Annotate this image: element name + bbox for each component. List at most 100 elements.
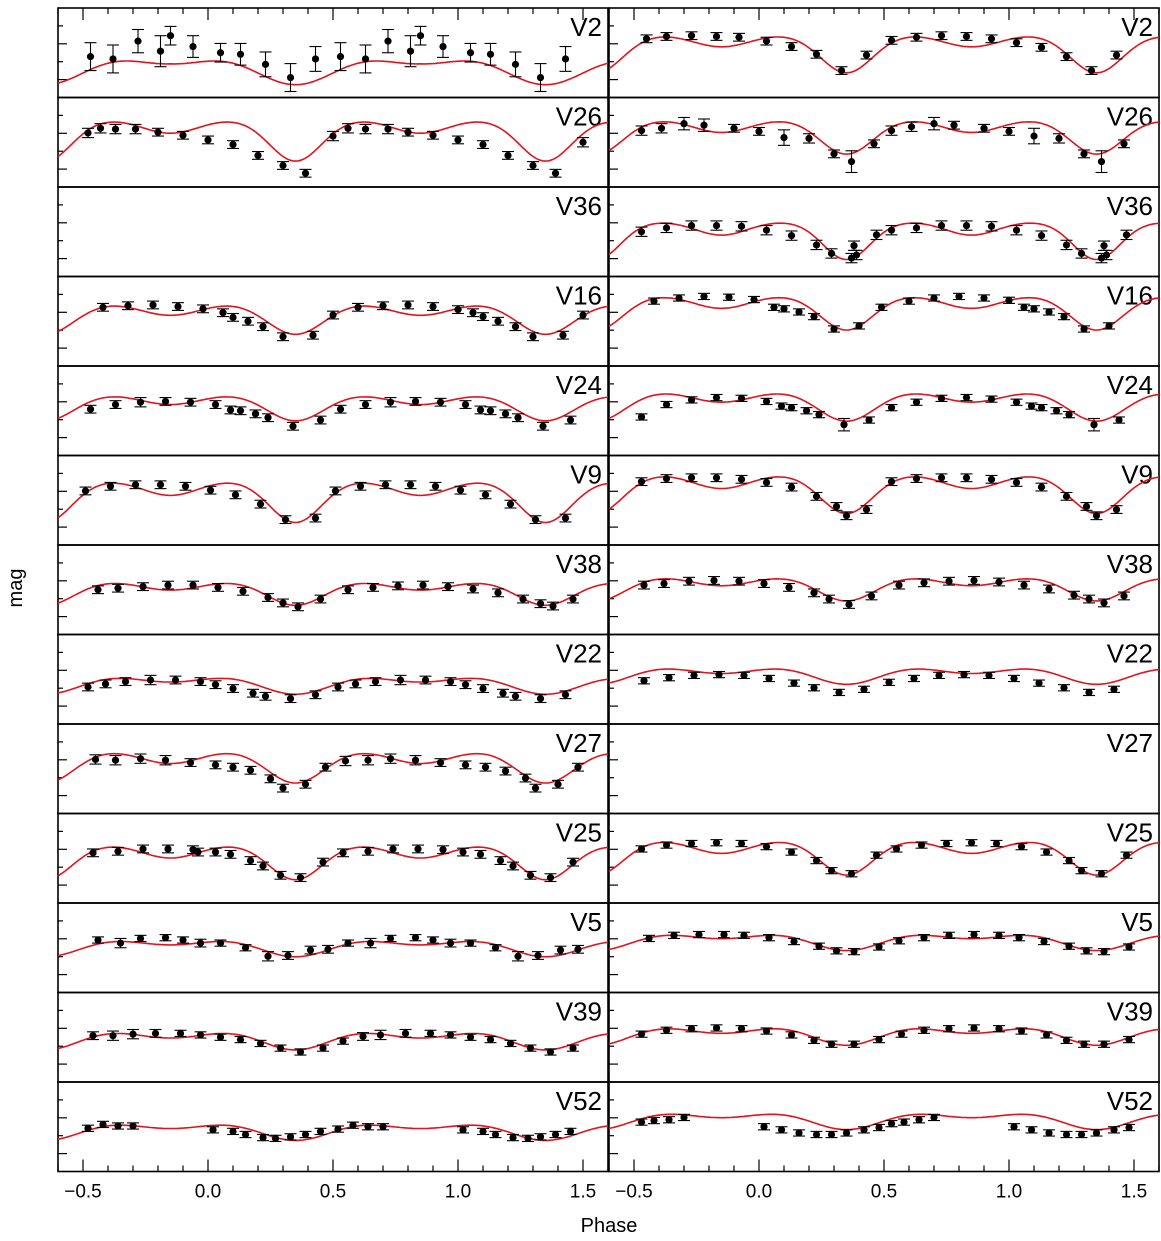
- data-point: [536, 1133, 545, 1141]
- data-point: [229, 140, 237, 149]
- data-point: [970, 1024, 978, 1032]
- data-point: [1070, 591, 1078, 599]
- data-point: [546, 1048, 555, 1056]
- data-point: [136, 398, 145, 406]
- data-point: [760, 579, 768, 588]
- data-point: [514, 952, 522, 960]
- data-point: [161, 756, 170, 764]
- panel-v16-col1: V16: [57, 275, 609, 367]
- panel-v24-col1: V24: [57, 365, 609, 457]
- data-point: [937, 394, 946, 402]
- data-point: [494, 317, 502, 325]
- data-point: [306, 946, 315, 954]
- data-point: [534, 951, 542, 960]
- data-point: [712, 221, 721, 230]
- data-point: [802, 407, 811, 415]
- data-point: [695, 930, 703, 939]
- data-point: [114, 584, 122, 592]
- data-point: [439, 846, 447, 854]
- data-point: [1077, 867, 1086, 875]
- data-point: [985, 671, 993, 679]
- data-point: [311, 55, 320, 63]
- data-point: [286, 1133, 295, 1141]
- data-point: [301, 169, 310, 177]
- data-point: [206, 486, 215, 494]
- model-curve: [57, 677, 609, 696]
- panel-frame: [608, 991, 1160, 1083]
- data-point: [837, 66, 846, 75]
- data-point: [536, 73, 545, 82]
- data-point: [1005, 296, 1013, 304]
- data-point: [777, 1126, 786, 1134]
- panel-v24-col2: V24: [608, 365, 1160, 457]
- data-point: [139, 845, 147, 853]
- data-point: [194, 848, 202, 856]
- x-tick-label: 0.5: [320, 1182, 346, 1203]
- data-point: [812, 1130, 821, 1139]
- data-point: [735, 577, 743, 585]
- data-point: [955, 292, 963, 301]
- data-point: [887, 36, 896, 44]
- panel-v27-col1: V27: [57, 723, 609, 815]
- data-point: [850, 948, 858, 956]
- data-point: [494, 589, 502, 597]
- data-point: [341, 757, 350, 765]
- data-point: [1037, 483, 1046, 491]
- model-curve: [57, 60, 609, 86]
- data-point: [1122, 851, 1131, 859]
- data-point: [662, 400, 671, 409]
- data-point: [511, 692, 520, 700]
- data-point: [1085, 688, 1093, 697]
- data-point: [1017, 1027, 1026, 1035]
- panel-v27-col2: V27: [608, 723, 1160, 815]
- panel-v5-col1: V5: [57, 902, 609, 994]
- data-point: [411, 397, 420, 406]
- x-tick-label: −0.5: [64, 1182, 102, 1203]
- data-point: [712, 839, 721, 847]
- data-point: [236, 1035, 245, 1044]
- data-point: [1087, 66, 1096, 75]
- panel-v9-col1: V9: [57, 454, 609, 546]
- data-point: [264, 952, 272, 960]
- data-point: [810, 1036, 818, 1044]
- data-point: [226, 406, 235, 414]
- data-point: [404, 128, 412, 136]
- data-point: [1060, 313, 1068, 321]
- data-point: [211, 848, 220, 856]
- data-point: [687, 32, 696, 40]
- data-point: [361, 400, 370, 409]
- data-point: [1100, 599, 1108, 607]
- model-curve: [608, 668, 1160, 686]
- data-point: [1100, 242, 1108, 250]
- data-point: [491, 944, 500, 952]
- panel-v38-col2: V38: [608, 544, 1160, 636]
- data-point: [1105, 322, 1113, 330]
- data-point: [129, 1122, 137, 1130]
- data-point: [469, 585, 477, 593]
- panel-label: V26: [1107, 102, 1153, 132]
- data-point: [1102, 251, 1111, 259]
- data-point: [216, 939, 225, 947]
- data-point: [1017, 843, 1026, 851]
- data-point: [519, 595, 527, 603]
- data-point: [895, 581, 903, 589]
- data-point: [917, 841, 926, 849]
- data-point: [189, 42, 197, 51]
- data-point: [1092, 1129, 1101, 1137]
- data-point: [439, 42, 447, 51]
- data-point: [810, 313, 818, 321]
- data-point: [181, 482, 190, 490]
- data-point: [131, 481, 140, 489]
- x-tick-label: −0.5: [615, 1182, 653, 1203]
- data-point: [815, 411, 823, 419]
- data-point: [301, 780, 310, 788]
- panel-frame: [608, 544, 1160, 636]
- data-point: [970, 576, 978, 585]
- panel-label: V2: [570, 12, 602, 42]
- data-point: [264, 414, 272, 422]
- data-point: [1077, 249, 1086, 258]
- data-point: [637, 1118, 646, 1126]
- data-point: [637, 228, 646, 236]
- data-point: [1035, 679, 1043, 687]
- data-point: [812, 241, 821, 249]
